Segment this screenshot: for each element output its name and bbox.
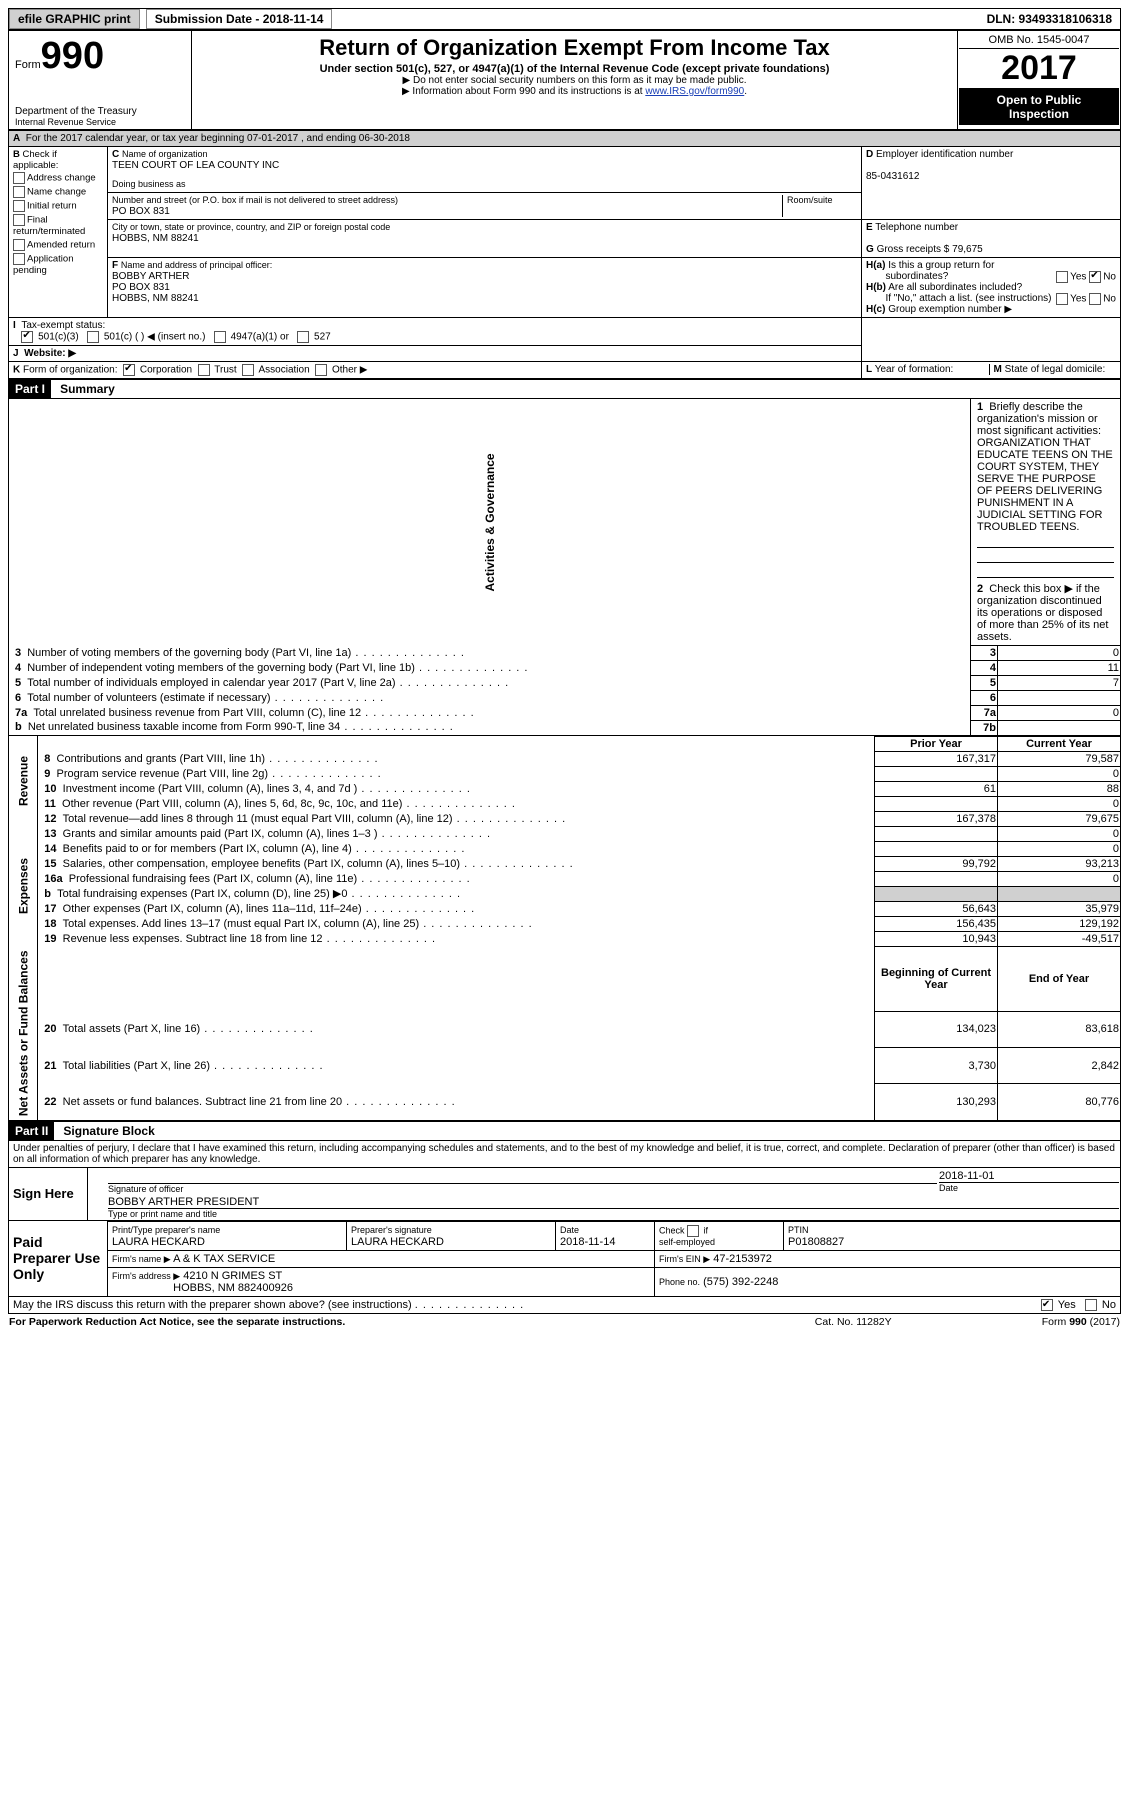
fin-line-16a: 16a Professional fundraising fees (Part …: [9, 871, 1121, 886]
fin-line-15: 15 Salaries, other compensation, employe…: [9, 856, 1121, 871]
part1-title: Summary: [54, 382, 115, 396]
paid-preparer: Paid Preparer Use Only Print/Type prepar…: [8, 1221, 1121, 1314]
fin-line-12: 12 Total revenue—add lines 8 through 11 …: [9, 811, 1121, 826]
section-b: B Check if applicable: Address change Na…: [9, 147, 108, 318]
sig-officer-label: Signature of officer: [108, 1183, 937, 1194]
fin-line-17: 17 Other expenses (Part IX, column (A), …: [9, 901, 1121, 916]
part2-header: Part II: [9, 1122, 54, 1140]
summary-line-4: 4 Number of independent voting members o…: [9, 660, 1121, 675]
firm-ein: 47-2153972: [713, 1253, 772, 1265]
hb-label: Are all subordinates included?: [888, 282, 1022, 293]
financial-summary: RevenuePrior Year Current Year8 Contribu…: [8, 736, 1121, 1121]
open-to-public: Open to PublicInspection: [959, 89, 1119, 125]
website-label: Website: ▶: [24, 348, 76, 359]
omb-number: OMB No. 1545-0047: [959, 32, 1119, 49]
footer-right: Form 990 (2017): [941, 1314, 1121, 1329]
irs-link[interactable]: www.IRS.gov/form990: [645, 86, 744, 97]
type-name-label: Type or print name and title: [108, 1208, 1119, 1219]
fin-line-9: 9 Program service revenue (Part VIII, li…: [9, 766, 1121, 781]
fin-line-10: 10 Investment income (Part VIII, column …: [9, 781, 1121, 796]
phone-label: Telephone number: [875, 222, 958, 233]
part2-title: Signature Block: [57, 1124, 154, 1138]
perjury-decl: Under penalties of perjury, I declare th…: [9, 1140, 1121, 1167]
form-subtitle: Under section 501(c), 527, or 4947(a)(1)…: [198, 63, 951, 75]
org-city: HOBBS, NM 88241: [112, 233, 199, 244]
paid-preparer-label: Paid Preparer Use Only: [9, 1221, 108, 1296]
summary-line-6: 6 Total number of volunteers (estimate i…: [9, 690, 1121, 705]
ein-value: 85-0431612: [866, 171, 919, 182]
sig-date: 2018-11-01: [939, 1170, 1119, 1182]
preparer-name: LAURA HECKARD: [112, 1236, 205, 1248]
org-name: TEEN COURT OF LEA COUNTY INC: [112, 160, 279, 171]
line-a: For the 2017 calendar year, or tax year …: [26, 133, 410, 144]
fin-line-b: b Total fundraising expenses (Part IX, c…: [9, 886, 1121, 901]
footer-mid: Cat. No. 11282Y: [765, 1314, 941, 1329]
summary-line-7a: 7a Total unrelated business revenue from…: [9, 705, 1121, 720]
page-footer: For Paperwork Reduction Act Notice, see …: [8, 1314, 1121, 1329]
hc-label: Group exemption number ▶: [888, 304, 1012, 315]
summary-line-5: 5 Total number of individuals employed i…: [9, 675, 1121, 690]
part-2: Part II Signature Block Under penalties …: [8, 1121, 1121, 1221]
tax-year: 2017: [959, 49, 1119, 89]
firm-phone: (575) 392-2248: [703, 1276, 778, 1288]
officer-addr: PO BOX 831: [112, 282, 170, 293]
fin-line-11: 11 Other revenue (Part VIII, column (A),…: [9, 796, 1121, 811]
part1-header: Part I: [9, 380, 51, 398]
footer-left: For Paperwork Reduction Act Notice, see …: [9, 1316, 345, 1328]
sign-here: Sign Here: [9, 1167, 88, 1220]
room-suite-label: Room/suite: [787, 195, 833, 205]
form-word: Form: [15, 59, 41, 71]
part-1: Part I Summary Activities & Governance 1…: [8, 379, 1121, 736]
fin-line-14: 14 Benefits paid to or for members (Part…: [9, 841, 1121, 856]
org-address: PO BOX 831: [112, 206, 170, 217]
h-note: If "No," attach a list. (see instruction…: [885, 293, 1051, 304]
entity-info-block: A For the 2017 calendar year, or tax yea…: [8, 130, 1121, 379]
discuss-question: May the IRS discuss this return with the…: [13, 1299, 412, 1311]
firm-city: HOBBS, NM 882400926: [173, 1282, 293, 1294]
q1-label: Briefly describe the organization's miss…: [977, 401, 1101, 437]
fin-line-19: 19 Revenue less expenses. Subtract line …: [9, 931, 1121, 946]
summary-line-b: b Net unrelated business taxable income …: [9, 720, 1121, 735]
top-bar: efile GRAPHIC print Submission Date - 20…: [8, 8, 1121, 30]
irs-label: Internal Revenue Service: [15, 117, 185, 127]
preparer-sig: LAURA HECKARD: [351, 1236, 444, 1248]
form-number: 990: [41, 35, 104, 77]
form-label: Form990: [15, 35, 185, 78]
tax-status-label: Tax-exempt status:: [21, 320, 105, 331]
officer-city: HOBBS, NM 88241: [112, 293, 199, 304]
date-label: Date: [939, 1182, 1119, 1193]
instr-1: ▶ Do not enter social security numbers o…: [198, 75, 951, 86]
firm-addr: 4210 N GRIMES ST: [183, 1270, 282, 1282]
efile-print-button[interactable]: efile GRAPHIC print: [9, 9, 140, 29]
fin-line-22: 22 Net assets or fund balances. Subtract…: [9, 1084, 1121, 1120]
dept-treasury: Department of the Treasury: [15, 106, 185, 117]
firm-name: A & K TAX SERVICE: [173, 1253, 275, 1265]
form-title: Return of Organization Exempt From Incom…: [198, 35, 951, 61]
mission-text: ORGANIZATION THAT EDUCATE TEENS ON THE C…: [977, 437, 1113, 533]
dba-label: Doing business as: [112, 179, 186, 189]
officer-printed-name: BOBBY ARTHER PRESIDENT: [108, 1196, 1119, 1208]
summary-line-3: 3 Number of voting members of the govern…: [9, 645, 1121, 660]
ein-label: Employer identification number: [876, 149, 1013, 160]
submission-date: Submission Date - 2018-11-14: [146, 9, 333, 29]
dln: DLN: 93493318106318: [979, 10, 1120, 28]
fin-line-21: 21 Total liabilities (Part X, line 26)3,…: [9, 1048, 1121, 1084]
officer-name: BOBBY ARTHER: [112, 271, 189, 282]
form-header: Form990 Department of the Treasury Inter…: [8, 30, 1121, 130]
fin-line-13: Expenses13 Grants and similar amounts pa…: [9, 826, 1121, 841]
gross-receipts: Gross receipts $ 79,675: [877, 244, 983, 255]
side-governance: Activities & Governance: [9, 399, 971, 646]
fin-line-20: 20 Total assets (Part X, line 16)134,023…: [9, 1011, 1121, 1047]
form-org-label: Form of organization:: [23, 365, 118, 376]
state-domicile: State of legal domicile:: [1005, 364, 1106, 375]
preparer-date: 2018-11-14: [560, 1236, 615, 1248]
instr-2: ▶ Information about Form 990 and its ins…: [198, 86, 951, 97]
q2-label: Check this box ▶ if the organization dis…: [977, 583, 1108, 643]
fin-line-18: 18 Total expenses. Add lines 13–17 (must…: [9, 916, 1121, 931]
ha-label: Is this a group return for: [888, 260, 994, 271]
instr-2-pre: ▶ Information about Form 990 and its ins…: [402, 86, 645, 97]
year-formation: Year of formation:: [875, 364, 954, 375]
fin-line-8: 8 Contributions and grants (Part VIII, l…: [9, 751, 1121, 766]
ptin: P01808827: [788, 1236, 844, 1248]
